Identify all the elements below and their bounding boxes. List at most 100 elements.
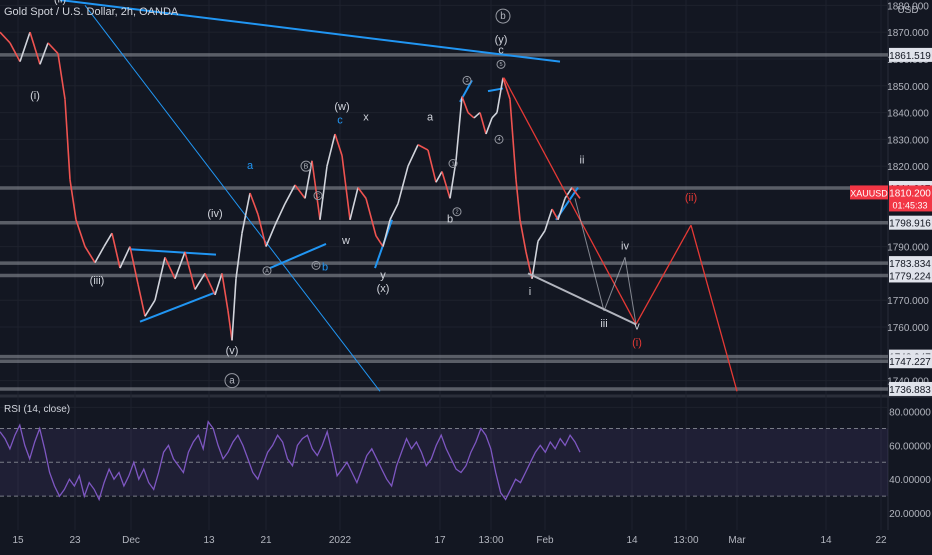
circled-label-ring	[313, 191, 323, 201]
price-segment	[249, 192, 259, 215]
level-badge	[889, 268, 932, 283]
trendline	[129, 248, 217, 256]
wave-label: b	[322, 262, 328, 274]
level-badge	[889, 354, 932, 369]
price-tick-label: 1760.000	[887, 323, 929, 334]
circled-label-ring	[452, 207, 462, 217]
price-segment	[57, 53, 66, 100]
price-segment	[397, 165, 409, 204]
price-tick-label: 1840.000	[887, 109, 929, 120]
circled-label-ring	[495, 8, 511, 24]
wave-label: (i)	[632, 337, 642, 349]
price-segment	[537, 230, 546, 242]
price-segment	[257, 214, 267, 247]
circled-label: B	[304, 163, 309, 170]
trendline	[84, 5, 381, 392]
price-segment	[473, 111, 481, 119]
symbol-badge	[850, 185, 888, 200]
time-tick-label: 21	[260, 535, 272, 546]
time-tick-label: 23	[69, 535, 81, 546]
price-tick-label: 1820.000	[887, 162, 929, 173]
price-segment	[294, 184, 306, 199]
price-segment	[382, 219, 391, 247]
price-segment	[64, 99, 71, 180]
price-segment	[496, 77, 504, 113]
price-segment	[326, 133, 336, 167]
currency-label: USD	[897, 5, 918, 16]
rsi-tick-label: 40.00000	[889, 475, 931, 486]
time-tick-label: 2022	[329, 535, 352, 546]
price-segment	[389, 203, 399, 221]
level-badge-label: 1747.227	[889, 357, 931, 368]
price-segment	[357, 187, 367, 199]
price-segment	[519, 219, 527, 253]
rsi-line	[0, 420, 581, 502]
circled-label: 5	[499, 62, 502, 68]
price-segment	[129, 246, 139, 285]
wave-label: iv	[621, 240, 629, 252]
price-segment	[221, 273, 229, 312]
circled-label-ring	[224, 373, 240, 389]
circled-label: 2	[455, 210, 458, 216]
wave-label: w	[341, 235, 350, 247]
symbol-title: Gold Spot / U.S. Dollar, 2h, OANDA	[4, 6, 179, 18]
price-segment	[311, 160, 321, 220]
projection-path	[690, 224, 738, 392]
wave-label: (w)	[334, 101, 349, 113]
current-price-badge	[889, 185, 932, 212]
projection-path-gray	[624, 257, 637, 325]
price-segment	[84, 246, 96, 264]
rsi-title: RSI (14, close)	[4, 404, 71, 415]
rsi-tick-label: 60.00000	[889, 441, 931, 452]
price-segment	[119, 246, 131, 269]
time-tick-label: 17	[434, 535, 446, 546]
level-badge-label: 1798.916	[889, 219, 931, 230]
trendline	[59, 0, 561, 63]
price-segment	[231, 278, 237, 341]
projection-path	[635, 224, 692, 325]
price-segment	[144, 299, 156, 317]
price-segment	[137, 283, 146, 317]
price-segment	[194, 272, 206, 290]
price-segment	[284, 184, 296, 205]
price-segment	[485, 117, 493, 135]
price-segment	[75, 219, 86, 247]
price-segment	[227, 310, 233, 341]
price-segment	[164, 256, 176, 280]
wave-label: c	[337, 114, 343, 126]
price-segment	[467, 111, 475, 119]
price-tick-label: 1770.000	[887, 296, 929, 307]
time-tick-label: 13	[203, 535, 215, 546]
price-segment	[103, 232, 113, 247]
price-segment	[349, 187, 359, 220]
time-tick-label: 14	[626, 535, 638, 546]
price-segment	[9, 42, 21, 63]
price-segment	[531, 241, 539, 279]
price-segment	[19, 31, 31, 62]
symbol-badge-label: XAUUSD	[850, 188, 888, 198]
time-tick-label: 22	[875, 535, 887, 546]
wave-label: a	[427, 112, 434, 124]
circled-label-ring	[300, 160, 312, 172]
wave-label: (iii)	[90, 275, 105, 287]
rsi-tick-label: 80.00000	[889, 408, 931, 419]
level-badge-label: 1779.224	[889, 271, 931, 282]
circled-label: 1	[451, 161, 454, 167]
level-badge	[889, 256, 932, 271]
circled-label-ring	[462, 75, 472, 85]
rsi-tick-label: 20.00000	[889, 509, 931, 520]
price-segment	[407, 144, 419, 167]
price-segment	[441, 171, 451, 199]
level-badge	[889, 381, 932, 396]
price-segment	[491, 112, 498, 119]
time-tick-label: 14	[820, 535, 832, 546]
price-segment	[29, 31, 41, 65]
price-segment	[427, 149, 437, 183]
circled-label: a	[229, 376, 235, 387]
price-segment	[235, 233, 243, 279]
price-segment	[174, 251, 186, 280]
wave-label: y	[380, 270, 386, 282]
price-segment	[564, 187, 573, 199]
projection-path-gray	[527, 272, 637, 326]
